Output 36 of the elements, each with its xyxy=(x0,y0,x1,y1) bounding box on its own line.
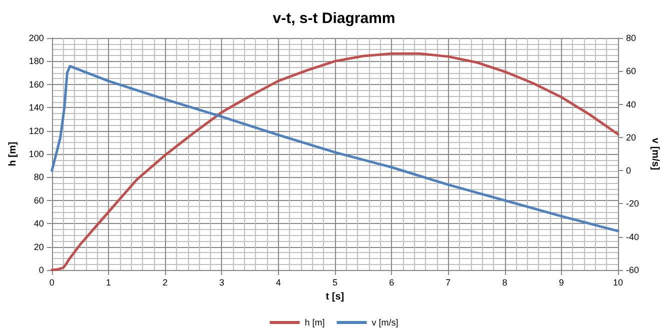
y2-tick-label: 0 xyxy=(626,166,632,176)
y2-tick-label: 20 xyxy=(626,132,636,142)
x-tick-label: 2 xyxy=(162,278,168,288)
x-tick-label: 0 xyxy=(49,278,54,288)
legend-label: v [m/s] xyxy=(372,318,398,328)
y-axis-title: h [m] xyxy=(8,142,18,166)
y-tick-label: 20 xyxy=(34,242,44,252)
x-tick-label: 5 xyxy=(332,278,338,288)
y-tick-label: 140 xyxy=(28,102,44,113)
y-tick-label: 200 xyxy=(28,33,44,43)
y-tick-label: 180 xyxy=(28,56,44,66)
x-tick-label: 3 xyxy=(219,278,224,288)
y2-tick-label: -20 xyxy=(626,198,640,209)
x-tick-label: 7 xyxy=(446,278,451,288)
y2-tick-label: 60 xyxy=(626,66,636,76)
legend-label: h [m] xyxy=(304,318,325,328)
y2-tick-label: -60 xyxy=(626,265,640,275)
y2-tick-label: 40 xyxy=(626,99,636,110)
y-tick-label: 120 xyxy=(28,126,44,136)
x-tick-label: 10 xyxy=(612,278,624,288)
x-tick-label: 9 xyxy=(558,278,564,288)
y-tick-label: 80 xyxy=(34,172,44,182)
y-tick-label: 160 xyxy=(28,79,44,90)
y2-axis-title: v [m/s] xyxy=(650,138,660,170)
y2-tick-label: -40 xyxy=(626,232,640,242)
x-axis-title: t [s] xyxy=(326,292,344,302)
y-tick-label: 60 xyxy=(34,195,44,206)
x-tick-label: 6 xyxy=(389,278,394,288)
x-tick-label: 8 xyxy=(502,278,508,288)
y-tick-label: 100 xyxy=(28,149,44,159)
x-tick-label: 1 xyxy=(106,278,112,288)
y-tick-label: 0 xyxy=(38,265,44,275)
x-tick-label: 4 xyxy=(276,278,281,288)
y-tick-label: 40 xyxy=(34,218,44,229)
y2-tick-label: 80 xyxy=(626,33,636,43)
chart-title: v-t, s-t Diagramm xyxy=(272,10,396,27)
